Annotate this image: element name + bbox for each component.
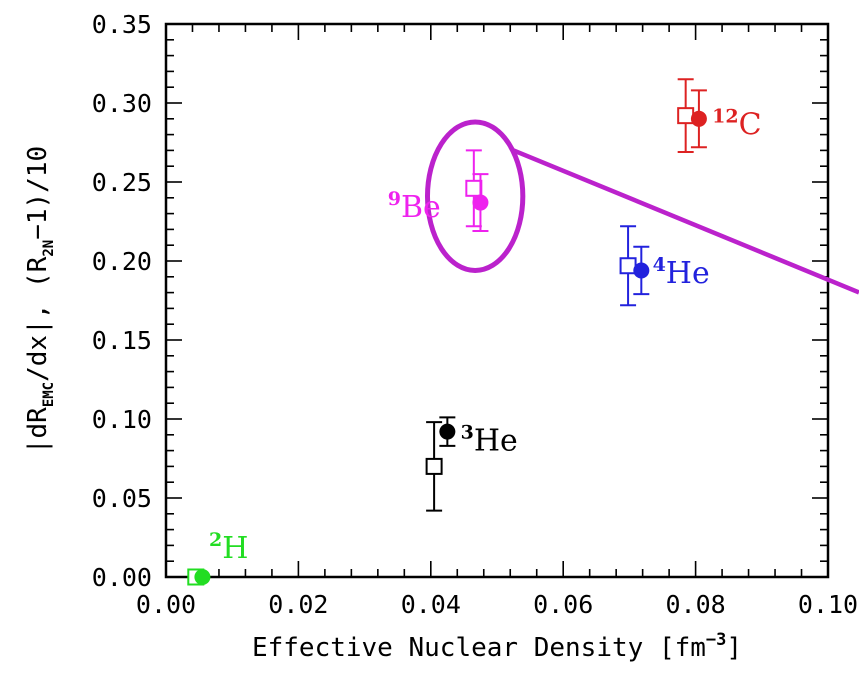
y-tick-label: 0.35 [92,10,152,39]
nucleus-label: 3He [461,422,518,459]
nucleus-label: 2H [209,529,248,566]
square-marker [465,179,483,197]
open-square-point [425,421,443,512]
mass-number: 12 [712,106,738,128]
y-tick-label: 0.15 [92,326,152,355]
element-symbol: He [666,256,710,291]
filled-circle-point [439,416,456,447]
mass-number: 2 [209,529,222,551]
x-tick-label: 0.04 [401,590,461,619]
filled-circle-point [194,569,211,585]
data-marks [187,78,707,586]
y-axis-title: |dREMC/dx|, (R2N−1)/10 [23,146,57,454]
mass-number: 9 [388,188,401,210]
circle-marker [633,262,650,279]
x-axis-title: Effective Nuclear Density [fm−3] [252,630,742,663]
x-tick-label: 0.08 [665,590,725,619]
y-tick-label: 0.20 [92,247,152,276]
highlight-annotation [424,119,859,295]
mass-number: 3 [461,422,474,444]
nucleus-label: 9Be [388,188,441,225]
square-marker [619,257,637,275]
filled-circle-point [472,173,489,232]
circle-marker [472,194,489,211]
element-symbol: H [222,531,248,566]
y-tick-label: 0.10 [92,405,152,434]
square-marker [425,457,443,475]
element-symbol: He [474,424,518,459]
filled-circle-point [633,245,650,296]
plot-frame [164,22,830,579]
circle-marker [690,110,707,127]
x-tick-label: 0.10 [798,590,858,619]
x-tick-labels: 0.00 0.02 0.04 0.06 0.08 0.10 [136,590,858,619]
highlight-pointer-line [512,148,859,295]
element-symbol: C [739,108,762,143]
filled-circle-point [690,89,707,149]
mass-number: 4 [653,254,666,276]
axis-ticks [165,23,829,578]
y-tick-label: 0.30 [92,89,152,118]
square-marker [677,107,695,125]
x-tick-label: 0.00 [136,590,196,619]
y-tick-label: 0.05 [92,484,152,513]
element-symbol: Be [401,190,441,225]
y-tick-labels: 0.00 0.05 0.10 0.15 0.20 0.25 0.30 0.35 [92,10,152,592]
highlight-ellipse [424,119,526,273]
circle-marker [439,423,456,440]
x-tick-label: 0.06 [533,590,593,619]
x-tick-label: 0.02 [268,590,328,619]
nucleus-label: 4He [653,254,710,291]
nucleus-label: 12C [712,106,761,143]
y-tick-label: 0.25 [92,168,152,197]
open-square-point [465,149,483,228]
y-tick-label: 0.00 [92,563,152,592]
circle-marker [194,569,211,585]
